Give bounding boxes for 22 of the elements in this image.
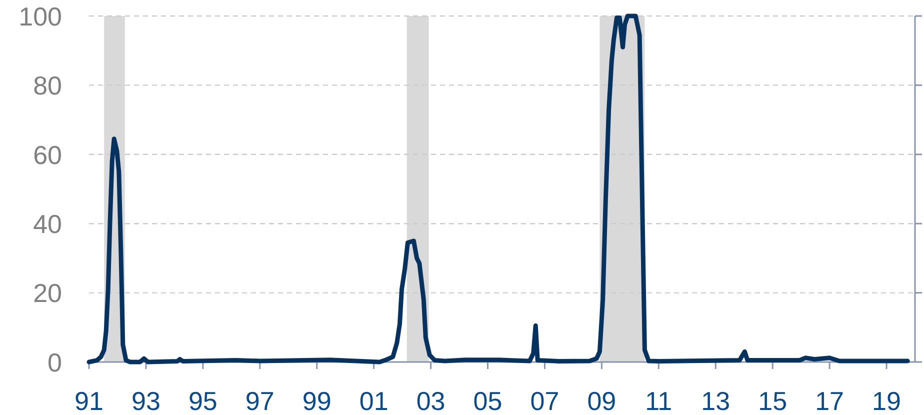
x-tick-label: 99 <box>302 386 332 415</box>
y-tick-label: 80 <box>33 70 62 101</box>
x-tick-label: 01 <box>359 386 388 415</box>
x-tick-label: 11 <box>645 386 672 415</box>
x-tick-label: 15 <box>758 386 788 415</box>
x-tick-label: 95 <box>188 386 218 415</box>
y-tick-label: 20 <box>33 278 62 308</box>
x-tick-label: 05 <box>473 386 502 415</box>
x-tick-label: 91 <box>74 386 104 415</box>
x-tick-label: 19 <box>872 386 901 415</box>
x-tick-label: 07 <box>530 386 560 415</box>
x-tick-label: 09 <box>587 386 616 415</box>
y-tick-label: 100 <box>18 1 62 32</box>
y-tick-label: 60 <box>33 140 62 170</box>
x-tick-label: 93 <box>132 386 160 415</box>
x-tick-label: 17 <box>815 386 844 415</box>
line-series <box>86 14 910 364</box>
y-tick-label: 40 <box>33 208 62 239</box>
x-tick-label: 97 <box>245 386 274 415</box>
x-tick-label: 13 <box>701 386 730 415</box>
x-tick-label: 03 <box>416 386 446 415</box>
y-tick-label: 0 <box>48 347 62 378</box>
